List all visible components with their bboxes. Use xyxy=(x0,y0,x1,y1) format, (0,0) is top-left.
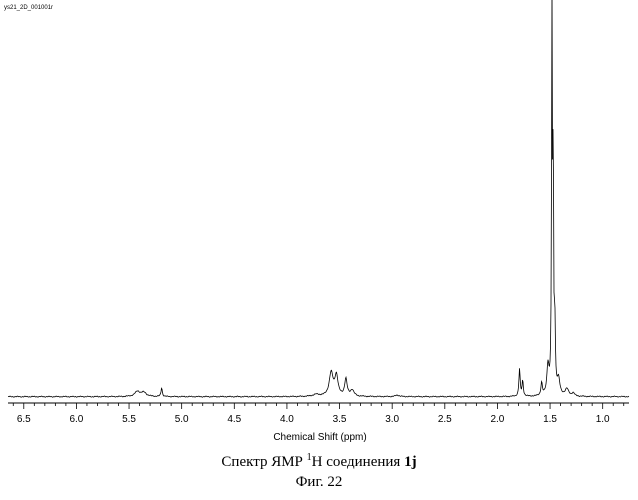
figure-caption: Спектр ЯМР 1H соединения 1j xyxy=(0,452,638,471)
tick-label: 6.0 xyxy=(69,414,83,425)
tick-label: 2.5 xyxy=(438,414,452,425)
tick-label: 4.5 xyxy=(227,414,241,425)
tick-label: 6.5 xyxy=(17,414,31,425)
caption-prefix: Спектр ЯМР xyxy=(221,454,306,470)
tick-label: 3.0 xyxy=(385,414,399,425)
tick-label: 4.0 xyxy=(280,414,294,425)
spectrum-trace xyxy=(8,0,629,397)
figure-number: Фиг. 22 xyxy=(0,474,638,491)
tick-label: 5.5 xyxy=(122,414,136,425)
tick-label: 5.0 xyxy=(175,414,189,425)
nmr-spectrum-chart: ys21_2D_001001r 6.5 6.0 5.5 5.0 4.5 4.0 3.5 3.0… xyxy=(0,0,638,446)
caption-middle: H соединения xyxy=(312,454,404,470)
compound-label: 1j xyxy=(404,454,417,470)
tick-label: 2.0 xyxy=(490,414,504,425)
tick-label: 1.5 xyxy=(543,414,557,425)
x-axis-ticks: 6.5 6.0 5.5 5.0 4.5 4.0 3.5 3.0 2.5 2.0 1.5 1.0 xyxy=(13,403,623,425)
x-axis-title: Chemical Shift (ppm) xyxy=(273,432,366,443)
tick-label: 1.0 xyxy=(596,414,610,425)
tick-label: 3.5 xyxy=(333,414,347,425)
file-label: ys21_2D_001001r xyxy=(4,5,53,11)
spectrum-layer xyxy=(8,0,629,397)
